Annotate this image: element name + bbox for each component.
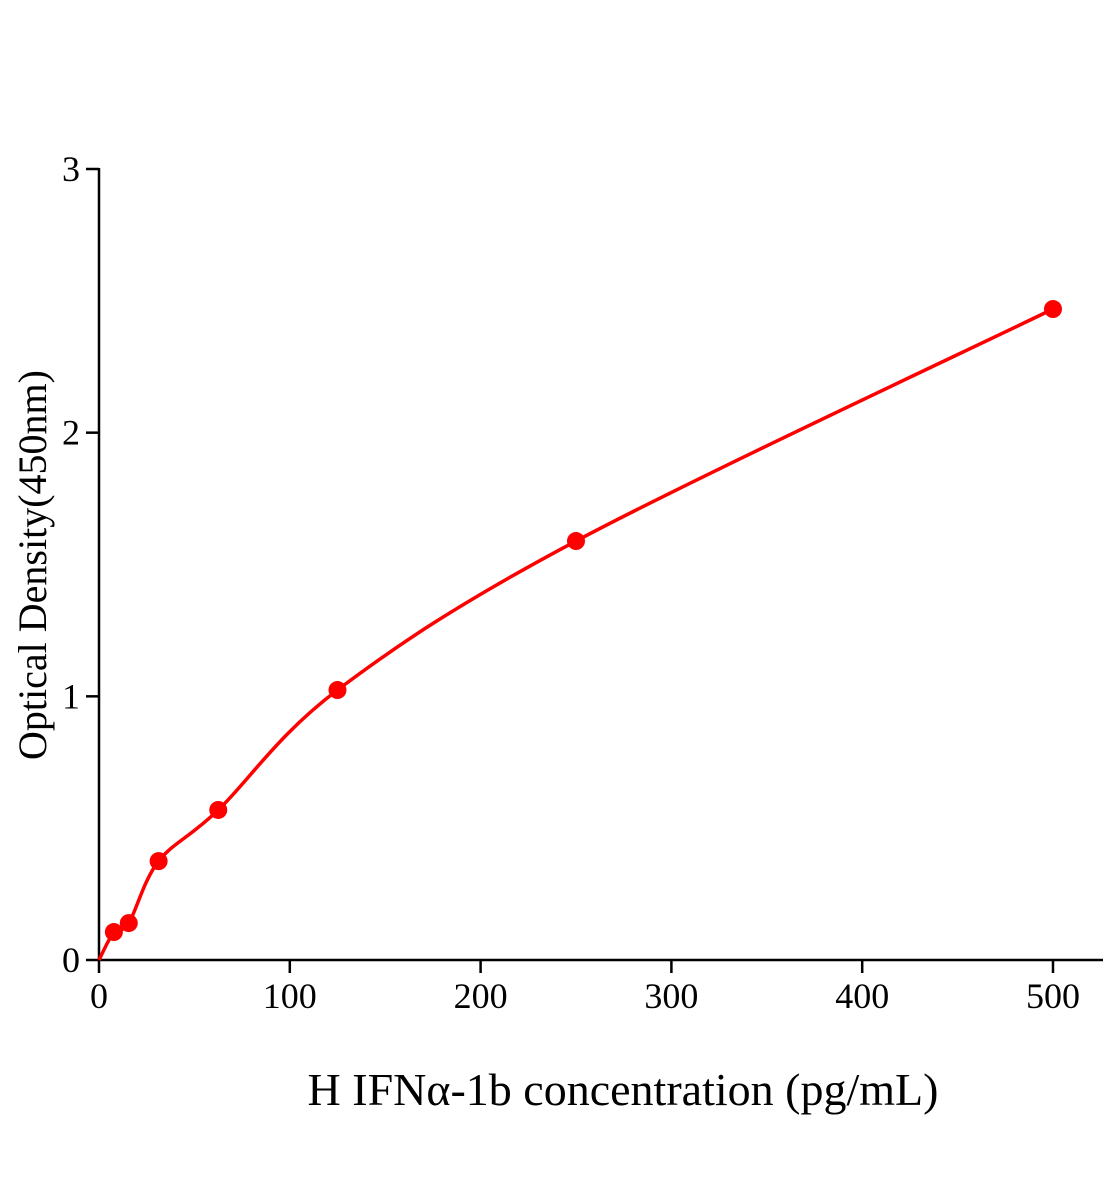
data-point bbox=[567, 532, 585, 551]
data-point bbox=[149, 852, 168, 871]
x-tick-label: 100 bbox=[263, 976, 317, 1016]
data-point bbox=[119, 914, 138, 933]
y-axis-label: Optical Density(450nm) bbox=[10, 370, 55, 760]
y-tick-label: 2 bbox=[62, 413, 80, 453]
x-tick-label: 200 bbox=[454, 976, 508, 1016]
y-tick-label: 3 bbox=[62, 149, 80, 189]
fit-curve bbox=[97, 307, 1054, 961]
y-tick-label: 1 bbox=[62, 676, 80, 716]
axes bbox=[97, 168, 1103, 962]
data-point bbox=[1044, 300, 1062, 319]
x-tick-label: 500 bbox=[1026, 976, 1080, 1016]
x-tick-label: 400 bbox=[835, 976, 889, 1016]
x-ticks: 0 100 200 300 400 500 bbox=[90, 960, 1080, 1016]
x-tick-label: 0 bbox=[90, 976, 108, 1016]
x-axis-label: H IFNα-1b concentration (pg/mL) bbox=[308, 1064, 939, 1115]
x-tick-label: 300 bbox=[644, 976, 698, 1016]
y-tick-label: 0 bbox=[62, 940, 80, 980]
data-point bbox=[209, 800, 228, 819]
data-points bbox=[104, 300, 1062, 942]
data-point bbox=[328, 681, 347, 700]
data-point bbox=[104, 923, 123, 942]
y-ticks: 0 1 2 3 bbox=[62, 149, 99, 980]
